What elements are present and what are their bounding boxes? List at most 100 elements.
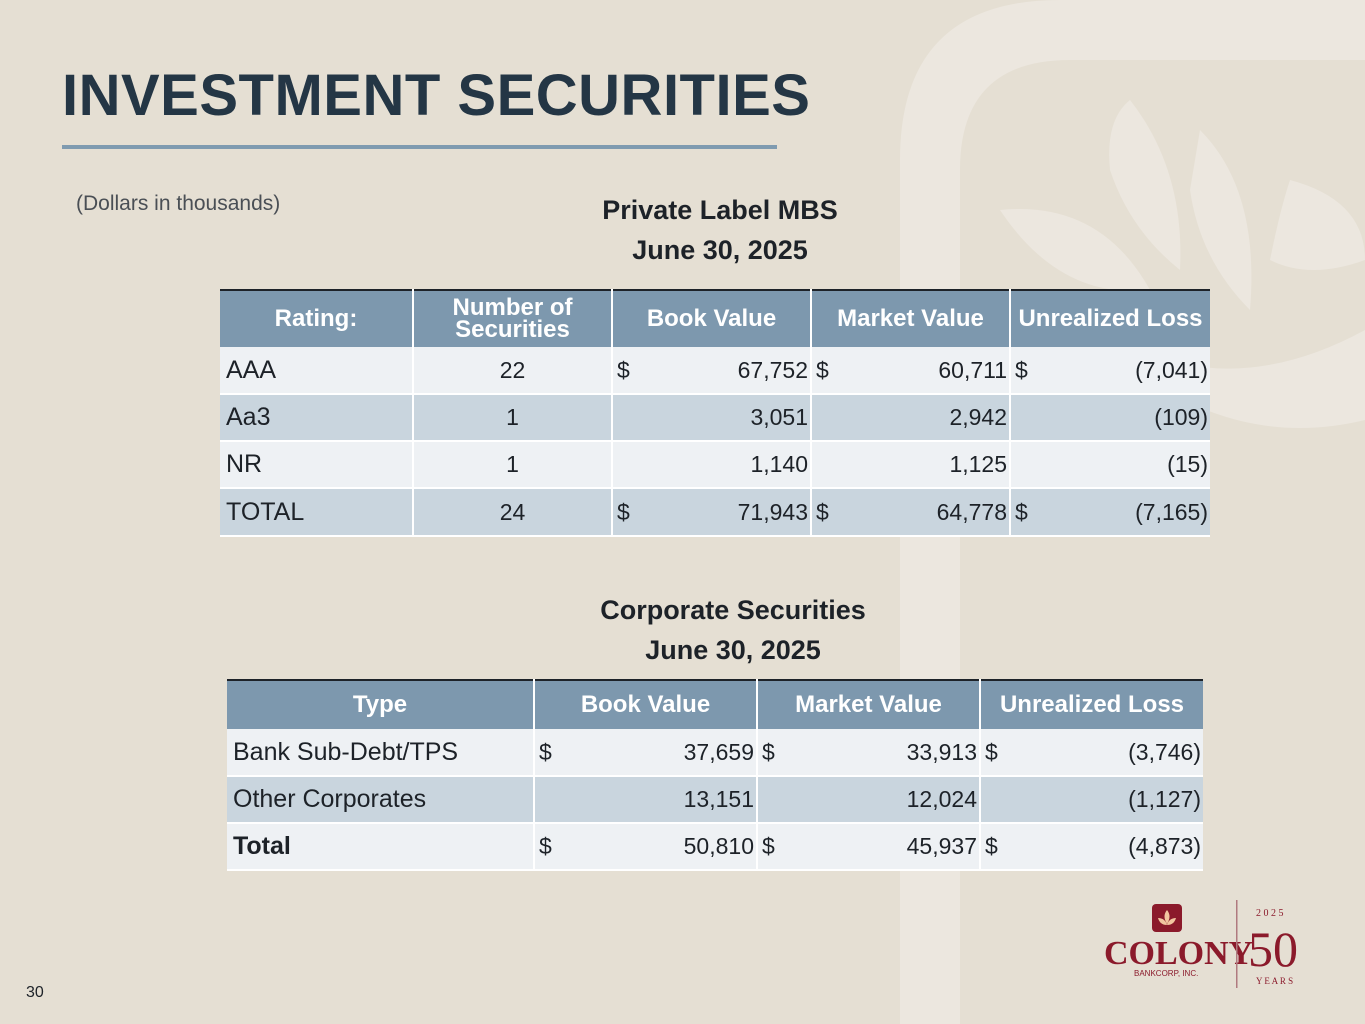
mbs-heading: Private Label MBS June 30, 2025	[520, 190, 920, 270]
book-value-cell: $37,659	[534, 729, 758, 777]
book-value-cell: $50,810	[534, 822, 758, 871]
mbs-heading-date: June 30, 2025	[632, 235, 808, 265]
table-row: Other Corporates 13,151 12,024 (1,127)	[227, 776, 1203, 824]
count-cell: 1	[413, 394, 613, 442]
amount: 13,151	[683, 786, 754, 812]
currency-sign: $	[816, 498, 829, 525]
corporate-col-book: Book Value	[534, 680, 758, 729]
rating-cell: AAA	[220, 347, 414, 395]
currency-sign: $	[985, 833, 998, 859]
market-value-cell: 2,942	[811, 394, 1011, 442]
logo-sub: BANKCORP, INC.	[1134, 969, 1198, 978]
corporate-header-row: Type Book Value Market Value Unrealized …	[227, 680, 1203, 729]
rating-cell: NR	[220, 441, 414, 489]
market-value-cell: 12,024	[757, 776, 981, 824]
corporate-table: Type Book Value Market Value Unrealized …	[227, 679, 1203, 871]
market-value-cell: $60,711	[811, 347, 1011, 395]
mbs-heading-title: Private Label MBS	[602, 195, 838, 225]
currency-sign: $	[816, 356, 829, 383]
unrealized-loss-cell: $ (3,746)	[980, 729, 1203, 777]
corporate-col-loss: Unrealized Loss	[980, 680, 1203, 729]
logo-divider	[1236, 900, 1238, 988]
colony-50-years-logo: COLONY BANKCORP, INC. 2 0 2 5 50 Y E A R…	[1104, 900, 1298, 988]
unrealized-loss-cell: (15)	[1010, 441, 1210, 489]
page-number: 30	[26, 984, 44, 1001]
logo-fifty: 50	[1248, 921, 1298, 977]
unrealized-loss-cell: $ (7,165)	[1010, 487, 1210, 537]
mbs-col-loss: Unrealized Loss	[1010, 290, 1210, 347]
currency-sign: $	[762, 833, 775, 859]
title-underline	[62, 145, 777, 149]
mbs-col-rating: Rating:	[220, 290, 414, 347]
unrealized-loss-cell: $ (4,873)	[980, 822, 1203, 871]
amount: (109)	[1154, 404, 1208, 430]
currency-sign: $	[762, 738, 775, 765]
type-cell: Bank Sub-Debt/TPS	[227, 729, 535, 777]
currency-sign: $	[1015, 356, 1028, 383]
amount: (15)	[1167, 451, 1208, 477]
amount: (7,041)	[1135, 356, 1208, 383]
table-row: NR 1 1,140 1,125 (15)	[220, 441, 1210, 489]
market-value-cell: $64,778	[811, 487, 1011, 537]
table-row: Aa3 1 3,051 2,942 (109)	[220, 394, 1210, 442]
corporate-col-market: Market Value	[757, 680, 981, 729]
amount: 37,659	[683, 738, 754, 765]
rating-cell: TOTAL	[220, 488, 414, 537]
currency-sign: $	[539, 833, 552, 859]
table-row: Bank Sub-Debt/TPS $37,659 $33,913 $ (3,74…	[227, 729, 1203, 777]
currency-sign: $	[617, 356, 630, 383]
unrealized-loss-cell: (1,127)	[980, 776, 1203, 824]
amount: 64,778	[936, 498, 1007, 525]
amount: (3,746)	[1128, 738, 1201, 765]
market-value-cell: $45,937	[757, 822, 981, 871]
count-cell: 24	[413, 487, 613, 537]
amount: 71,943	[737, 498, 808, 525]
market-value-cell: 1,125	[811, 441, 1011, 489]
logo-years-label: Y E A R S	[1256, 976, 1293, 986]
total-row: TOTAL 24 $71,943 $64,778 $ (7,165)	[220, 487, 1210, 537]
type-cell: Other Corporates	[227, 776, 535, 824]
amount: (1,127)	[1128, 786, 1201, 812]
unrealized-loss-cell: (109)	[1010, 394, 1210, 442]
mbs-col-book: Book Value	[612, 290, 812, 347]
market-value-cell: $33,913	[757, 729, 981, 777]
amount: 33,913	[906, 738, 977, 765]
mbs-header-row: Rating: Number of Securities Book Value …	[220, 290, 1210, 347]
type-cell: Total	[227, 823, 535, 871]
book-value-cell: $67,752	[612, 347, 812, 395]
logo-year: 2 0 2 5	[1256, 908, 1284, 919]
amount: (7,165)	[1135, 498, 1208, 525]
corporate-heading-date: June 30, 2025	[645, 635, 821, 665]
mbs-table: Rating: Number of Securities Book Value …	[220, 289, 1210, 537]
rating-cell: Aa3	[220, 394, 414, 442]
amount: 67,752	[737, 356, 808, 383]
lotus-icon	[1152, 904, 1182, 932]
total-row: Total $50,810 $45,937 $ (4,873)	[227, 822, 1203, 871]
mbs-col-market: Market Value	[811, 290, 1011, 347]
amount: 45,937	[906, 833, 977, 859]
amount: 3,051	[750, 404, 808, 430]
page-title: INVESTMENT SECURITIES	[62, 63, 811, 128]
count-cell: 22	[413, 347, 613, 395]
book-value-cell: 3,051	[612, 394, 812, 442]
amount: (4,873)	[1128, 833, 1201, 859]
amount: 50,810	[683, 833, 754, 859]
book-value-cell: 13,151	[534, 776, 758, 824]
corporate-heading-title: Corporate Securities	[600, 595, 866, 625]
currency-sign: $	[539, 738, 552, 765]
table-row: AAA 22 $67,752 $60,711 $ (7,041)	[220, 347, 1210, 395]
corporate-col-type: Type	[227, 680, 535, 729]
unrealized-loss-cell: $ (7,041)	[1010, 347, 1210, 395]
count-cell: 1	[413, 441, 613, 489]
currency-sign: $	[985, 738, 998, 765]
logo-name: COLONY	[1104, 935, 1253, 972]
book-value-cell: 1,140	[612, 441, 812, 489]
amount: 12,024	[906, 786, 977, 812]
amount: 1,140	[750, 451, 808, 477]
currency-sign: $	[1015, 498, 1028, 525]
units-note: (Dollars in thousands)	[76, 192, 281, 215]
amount: 1,125	[949, 451, 1007, 477]
amount: 60,711	[938, 356, 1007, 383]
amount: 2,942	[949, 404, 1007, 430]
corporate-heading: Corporate Securities June 30, 2025	[533, 590, 933, 670]
